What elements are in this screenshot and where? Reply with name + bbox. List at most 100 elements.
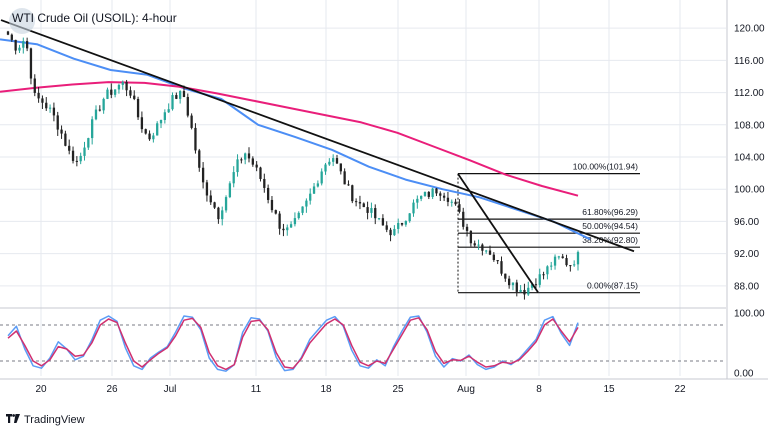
candle [427,191,430,200]
fib-level-label: 100.00%(101.94) [573,162,638,172]
candle [370,202,373,218]
candle [339,163,342,175]
candle [527,281,530,296]
candle [14,39,17,55]
chart-title-text: WTI Crude Oil (USOIL): 4-hour [12,11,177,25]
candle [534,278,538,290]
candle [33,74,36,97]
candle [504,273,507,282]
candle [496,260,499,265]
candle [328,158,331,166]
time-tick-label: Aug [457,384,475,395]
time-tick-label: 26 [106,384,118,395]
candle [446,191,450,207]
time-tick-label: 11 [251,384,262,395]
candle [320,168,323,186]
candle [133,90,136,101]
fibonacci-retracement[interactable]: 100.00%(101.94) 61.80%(96.29) 50.00%(94.54… [457,162,640,294]
candle [542,271,545,280]
candle [91,116,94,145]
candle [94,105,98,121]
candle [454,198,457,206]
trendline[interactable] [0,19,635,253]
candle [190,113,193,130]
oscillator-tick-label: 0.00 [734,369,754,380]
candle [113,89,117,98]
candle [159,119,163,129]
candle [569,265,572,272]
candle [22,37,25,54]
candle [152,132,155,143]
time-tick-label: 20 [35,384,47,395]
candle [68,139,71,155]
candle [423,191,427,197]
candle [6,30,10,36]
candle [385,221,388,233]
candle [79,152,82,165]
price-axis[interactable]: 120.00 116.00 112.00 108.00 104.00 100.00 96.0… [734,24,765,380]
candle [420,195,423,202]
candle [148,130,151,141]
candle [481,243,484,256]
candle [213,201,216,210]
oscillator-tick-label: 100.00 [734,309,765,320]
candle [465,223,469,237]
candle [309,188,312,205]
candle [397,218,400,234]
trendline[interactable] [457,173,539,293]
candle [347,180,350,186]
tradingview-branding[interactable]: TradingView [6,414,85,426]
candle [362,202,365,208]
candle [412,199,415,217]
candle [255,161,258,172]
candle [125,79,128,97]
candle [492,252,495,262]
candle [289,221,293,228]
time-axis[interactable]: 20 26 Jul 11 18 25 Aug 8 15 22 [35,384,686,395]
candle [332,154,335,167]
candle [156,121,159,136]
price-candles [6,30,580,300]
candle [41,95,44,109]
moving-average-line [0,81,579,197]
candle [48,104,52,113]
candle [224,195,228,213]
candle [163,109,166,124]
candle [117,83,121,94]
fib-level-label: 61.80%(96.29) [582,207,638,217]
candle [274,209,277,215]
fib-level-label: 0.00%(87.15) [587,281,638,291]
candle [37,87,40,103]
candle [408,213,411,223]
candle [286,224,289,236]
candle [381,214,385,226]
candle [557,255,561,260]
candle [201,162,205,189]
grid [0,0,768,380]
candle [297,211,300,220]
candle [458,199,461,214]
time-tick-label: 8 [536,384,542,395]
candle [523,283,526,300]
candle [278,211,281,235]
candle [324,162,327,175]
candle [25,37,29,52]
candle [121,80,124,90]
candle [266,184,270,204]
candle [500,256,503,276]
candle [335,154,339,165]
candle [186,93,189,118]
moving-average-line [0,38,591,241]
candle [293,212,297,227]
candle [431,187,434,200]
candle [573,260,576,267]
price-tick-label: 100.00 [734,185,765,196]
candle [10,33,13,42]
candle [561,253,564,259]
time-tick-label: Jul [164,384,177,395]
fib-level-label: 38.20%(92.80) [582,235,638,245]
trendlines[interactable] [0,19,635,293]
stochastic-oscillator [0,315,726,372]
moving-averages [0,38,591,241]
candle [228,181,232,199]
